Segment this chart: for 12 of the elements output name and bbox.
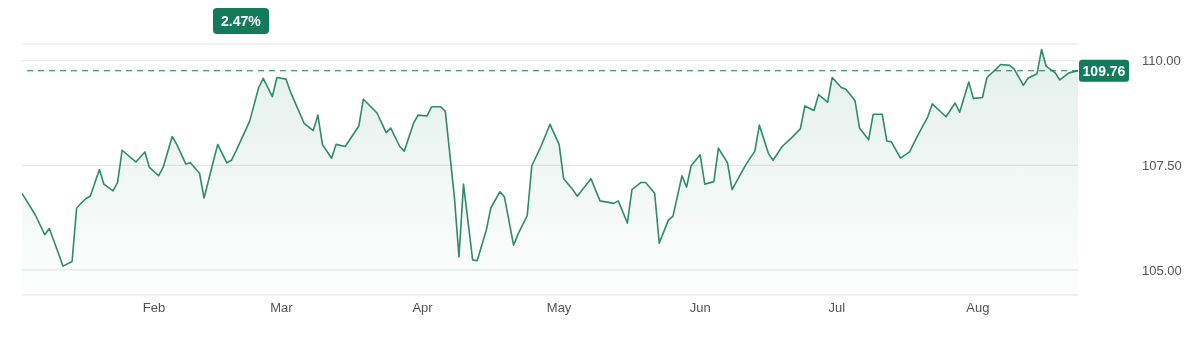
x-tick-label: Mar <box>270 300 294 316</box>
x-tick-label: May <box>546 300 572 316</box>
ref-line-label: 109.76 <box>1082 62 1126 79</box>
y-tick-label: 105.00 <box>1142 262 1182 278</box>
x-tick-label: Apr <box>412 300 434 316</box>
x-tick-label: Jul <box>828 300 846 316</box>
y-tick-label: 107.50 <box>1142 157 1182 173</box>
x-tick-label: Jun <box>689 300 711 316</box>
x-tick-label: Feb <box>142 300 166 316</box>
text: 2.47% <box>213 8 269 34</box>
y-tick-label: 110.00 <box>1142 53 1181 69</box>
x-tick-label: Aug <box>966 300 990 316</box>
